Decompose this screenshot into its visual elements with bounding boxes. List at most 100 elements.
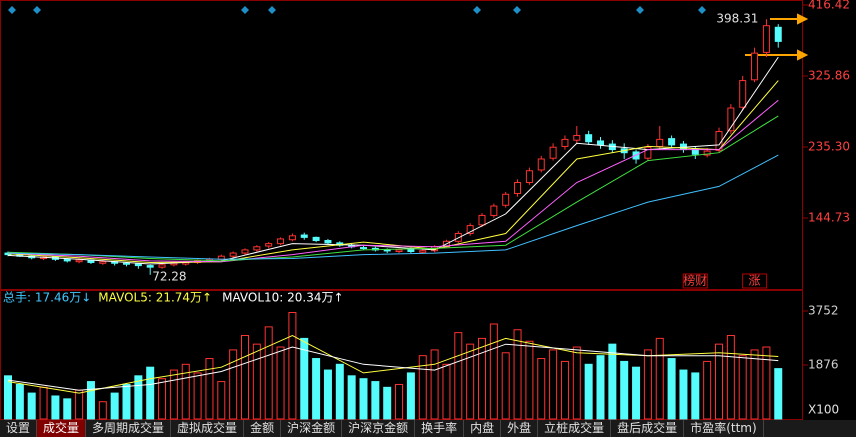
volume-bar	[169, 369, 178, 420]
candle-body	[312, 236, 320, 242]
candle-body	[146, 265, 154, 268]
tab[interactable]: 立桩成交量	[538, 420, 612, 437]
volume-bar	[584, 363, 593, 420]
ma-line	[7, 154, 779, 260]
candle-body	[549, 146, 557, 159]
y-tick-label: 3752	[808, 303, 839, 317]
y-tick-label: 144.73	[808, 210, 850, 224]
volume-bar	[620, 360, 629, 420]
candle-body	[395, 249, 403, 252]
volume-bar	[98, 401, 107, 420]
candle-body	[288, 235, 296, 241]
tab[interactable]: 成交量	[37, 420, 87, 437]
tab[interactable]: 市盈率(ttm)	[684, 420, 764, 437]
volume-bar	[525, 340, 534, 420]
volume-bar	[691, 372, 700, 420]
volume-bar	[537, 358, 546, 420]
candle-body	[360, 247, 367, 250]
volume-bar	[75, 389, 84, 420]
volume-bar	[323, 369, 332, 420]
volume-bar	[335, 363, 344, 420]
volume-bar	[122, 383, 131, 420]
candle-body	[502, 193, 510, 206]
legend-entry: MAVOL5: 21.74万↑	[98, 291, 212, 305]
candle-body	[561, 138, 569, 147]
tab-bar: 设置 成交量 多周期成交量 虚拟成交量 金额 沪深金额 沪深京金额 换手率 内盘 外盘 立桩成交量盘…	[0, 420, 856, 437]
ma-line	[7, 99, 779, 263]
volume-bar	[39, 386, 48, 420]
candle-body	[774, 26, 782, 42]
ma-line	[7, 343, 779, 391]
tab[interactable]: 外盘	[501, 420, 539, 437]
volume-bar	[418, 355, 427, 420]
high-label: 398.31	[716, 12, 758, 26]
candle-body	[407, 248, 415, 252]
volume-bar	[110, 392, 119, 420]
volume-bar	[288, 311, 297, 420]
y-tick-label: 235.30	[808, 139, 850, 153]
volume-unit: X100	[808, 403, 839, 417]
volume-bar	[300, 337, 309, 420]
volume-bar	[359, 378, 368, 420]
candle-body	[656, 138, 664, 147]
volume-bar	[572, 346, 581, 420]
tab[interactable]: 设置	[0, 420, 38, 437]
candle-body	[751, 52, 759, 81]
candle-body	[300, 234, 308, 238]
volume-bar	[703, 360, 712, 420]
volume-bar	[726, 335, 735, 420]
volume-bar	[86, 381, 95, 420]
volume-bar	[762, 346, 771, 420]
volume-bar	[442, 363, 451, 420]
candle-body	[762, 25, 770, 53]
volume-bar	[513, 329, 522, 420]
volume-bar	[264, 326, 273, 420]
tab[interactable]: 盘后成交量	[611, 420, 685, 437]
candle-body	[229, 252, 237, 257]
volume-bar	[478, 337, 486, 420]
volume-bar	[205, 358, 214, 420]
tab[interactable]: 多周期成交量	[86, 420, 172, 437]
tab[interactable]: 换手率	[415, 420, 465, 437]
volume-bar	[193, 372, 202, 420]
candle-body	[265, 243, 273, 247]
volume-bar	[15, 383, 24, 420]
tab[interactable]: 内盘	[464, 420, 502, 437]
candle-body	[514, 182, 522, 194]
volume-bar	[395, 383, 404, 420]
marker-box	[682, 273, 708, 289]
candle-body	[597, 140, 604, 146]
tab[interactable]: 沪深金额	[281, 420, 343, 437]
volume-bar	[146, 366, 155, 420]
ma-line	[7, 80, 779, 264]
price-frame	[0, 0, 803, 290]
candle-body	[419, 250, 427, 253]
y-tick-label: 325.86	[808, 68, 850, 82]
volume-bar	[466, 343, 475, 420]
event-diamonds	[8, 6, 706, 14]
volume-bar	[774, 368, 783, 420]
candle-body	[241, 249, 249, 254]
volume-bar	[560, 360, 569, 420]
volume-bar	[51, 395, 60, 420]
tab[interactable]: 虚拟成交量	[171, 420, 245, 437]
volume-bar	[501, 352, 510, 420]
low-label: 72.28	[152, 269, 186, 283]
candle-body	[99, 261, 107, 264]
volume-bar	[241, 335, 249, 420]
candle-body	[158, 264, 166, 268]
volume-bar	[406, 372, 415, 420]
volume-bar	[312, 358, 321, 420]
candle-body	[727, 107, 735, 132]
marker-box	[742, 273, 768, 289]
candle-body	[134, 263, 142, 267]
candle-body	[253, 246, 261, 251]
tab[interactable]: 金额	[244, 420, 282, 437]
volume-bar	[430, 349, 439, 420]
volume-bar	[655, 337, 664, 420]
ma-line	[7, 56, 779, 265]
candle-body	[525, 170, 533, 184]
volume-bar	[134, 375, 143, 420]
volume-bar	[549, 349, 558, 420]
tab[interactable]: 沪深京金额	[342, 420, 416, 437]
